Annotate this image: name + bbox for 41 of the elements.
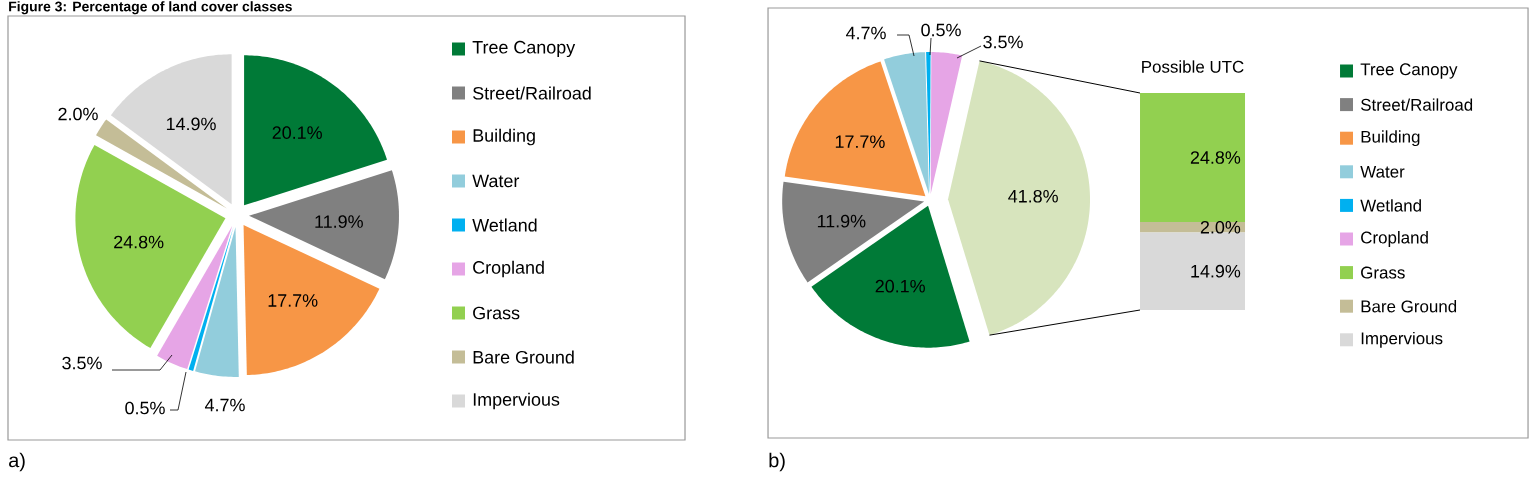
- legend-label: Cropland: [1361, 231, 1428, 247]
- data-label: 4.7%: [204, 398, 245, 412]
- data-label: 2.0%: [58, 107, 98, 121]
- data-label: 17.7%: [268, 294, 318, 307]
- legend-label: Street/Railroad: [1361, 98, 1473, 111]
- chart-title: Figure 3: Percentage of land cover classes: [9, 1, 292, 15]
- data-label: 0.5%: [125, 401, 165, 415]
- data-label: 14.9%: [1191, 264, 1241, 278]
- data-label: 0.5%: [921, 23, 961, 37]
- data-label: 14.9%: [166, 117, 216, 131]
- legend-label: Bare Ground: [1361, 299, 1457, 313]
- data-label: 24.8%: [114, 235, 164, 249]
- data-label: 11.9%: [315, 215, 363, 228]
- data-label: 2.0%: [1200, 220, 1241, 234]
- data-label: 20.1%: [272, 126, 322, 139]
- legend-label: Impervious: [1361, 331, 1443, 348]
- legend-label: Building: [473, 128, 535, 146]
- data-label: 24.8%: [1190, 151, 1241, 164]
- legend-label: Street/Railroad: [473, 86, 591, 100]
- legend-label: Water: [1360, 165, 1405, 178]
- data-label: 11.9%: [817, 214, 866, 228]
- legend-label: Building: [1361, 130, 1420, 147]
- legend-label: Bare Ground: [473, 350, 574, 364]
- data-label: 41.8%: [1008, 189, 1058, 203]
- legend-label: Tree Canopy: [1360, 63, 1458, 79]
- legend-label: Cropland: [473, 260, 544, 278]
- data-label: 20.1%: [875, 279, 925, 293]
- legend-label: Impervious: [473, 392, 560, 410]
- legend-label: Wetland: [472, 218, 537, 232]
- data-label: 4.7%: [845, 26, 886, 40]
- text: a): [9, 452, 25, 472]
- legend-label: Grass: [473, 306, 520, 320]
- legend-label: Water: [472, 174, 520, 188]
- data-label: 3.5%: [983, 35, 1023, 49]
- legend-label: Tree Canopy: [472, 40, 576, 58]
- text: b): [769, 452, 785, 472]
- data-label: 3.5%: [62, 356, 102, 370]
- legend-label: Wetland: [1360, 199, 1421, 212]
- data-label: 17.7%: [835, 135, 885, 148]
- chart-title: Possible UTC: [1142, 60, 1244, 73]
- legend-label: Grass: [1361, 266, 1405, 279]
